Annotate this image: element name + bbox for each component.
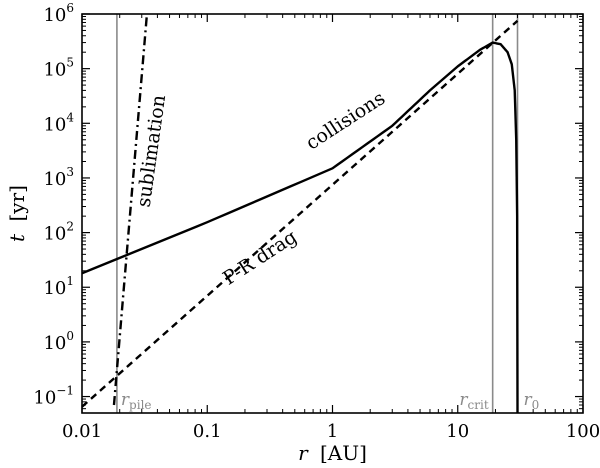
series-lines (82, 14, 519, 413)
y-tick-base: 10 (43, 169, 66, 190)
y-tick-label: 104 (43, 110, 74, 135)
vline-label-symbol: r (121, 390, 130, 410)
y-tick-label: 10−1 (33, 384, 74, 409)
y-tick-label: 106 (43, 1, 74, 26)
y-tick-base: 10 (43, 224, 66, 245)
y-tick-exponent: 4 (66, 110, 74, 124)
series-collisions (82, 41, 519, 413)
vline-label-crit: rcrit (459, 390, 488, 412)
y-axis-unit: [yr] (5, 185, 29, 221)
y-tick-label: 105 (43, 56, 74, 81)
x-tick-label: 0.01 (62, 421, 102, 442)
y-tick-exponent: 5 (66, 56, 74, 70)
y-tick-base: 10 (43, 333, 66, 354)
y-axis-variable: t (5, 233, 29, 242)
y-tick-exponent: −1 (56, 384, 74, 398)
y-tick-label: 102 (43, 220, 74, 245)
x-tick-label: 0.1 (193, 421, 222, 442)
tick-labels: 0.01 0.1 1 10 10010−1100101102103104105106rp… (33, 1, 600, 442)
series-sublimation (112, 14, 149, 406)
y-tick-base: 10 (43, 114, 66, 135)
y-tick-exponent: 1 (66, 274, 74, 288)
x-axis-variable: r (298, 441, 309, 465)
vline-label-0: r0 (524, 390, 540, 412)
x-tick-label: 10 (446, 421, 469, 442)
y-tick-label: 100 (43, 329, 74, 354)
x-tick-label: 1 (327, 421, 338, 442)
y-tick-exponent: 3 (66, 165, 74, 179)
vline-label-subscript: 0 (532, 398, 540, 412)
vline-label-subscript: pile (129, 398, 151, 412)
y-tick-exponent: 6 (66, 1, 74, 15)
plot-frame (81, 13, 584, 414)
y-tick-exponent: 2 (66, 220, 74, 234)
y-tick-label: 101 (43, 274, 74, 299)
y-tick-base: 10 (43, 60, 66, 81)
y-tick-label: 103 (43, 165, 74, 190)
y-tick-base: 10 (43, 5, 66, 26)
x-axis-title: r [AU] (298, 441, 367, 465)
vline-label-pile: rpile (121, 390, 152, 412)
vline-label-symbol: r (524, 390, 533, 410)
x-tick-label: 100 (566, 421, 600, 442)
y-tick-exponent: 0 (66, 329, 74, 343)
y-axis-title: t [yr] (5, 185, 29, 242)
vline-label-symbol: r (459, 390, 468, 410)
y-tick-base: 10 (33, 388, 56, 409)
y-tick-base: 10 (43, 278, 66, 299)
series-p-r-drag (82, 19, 519, 408)
x-axis-unit: [AU] (320, 441, 367, 465)
vline-label-subscript: crit (468, 398, 489, 412)
